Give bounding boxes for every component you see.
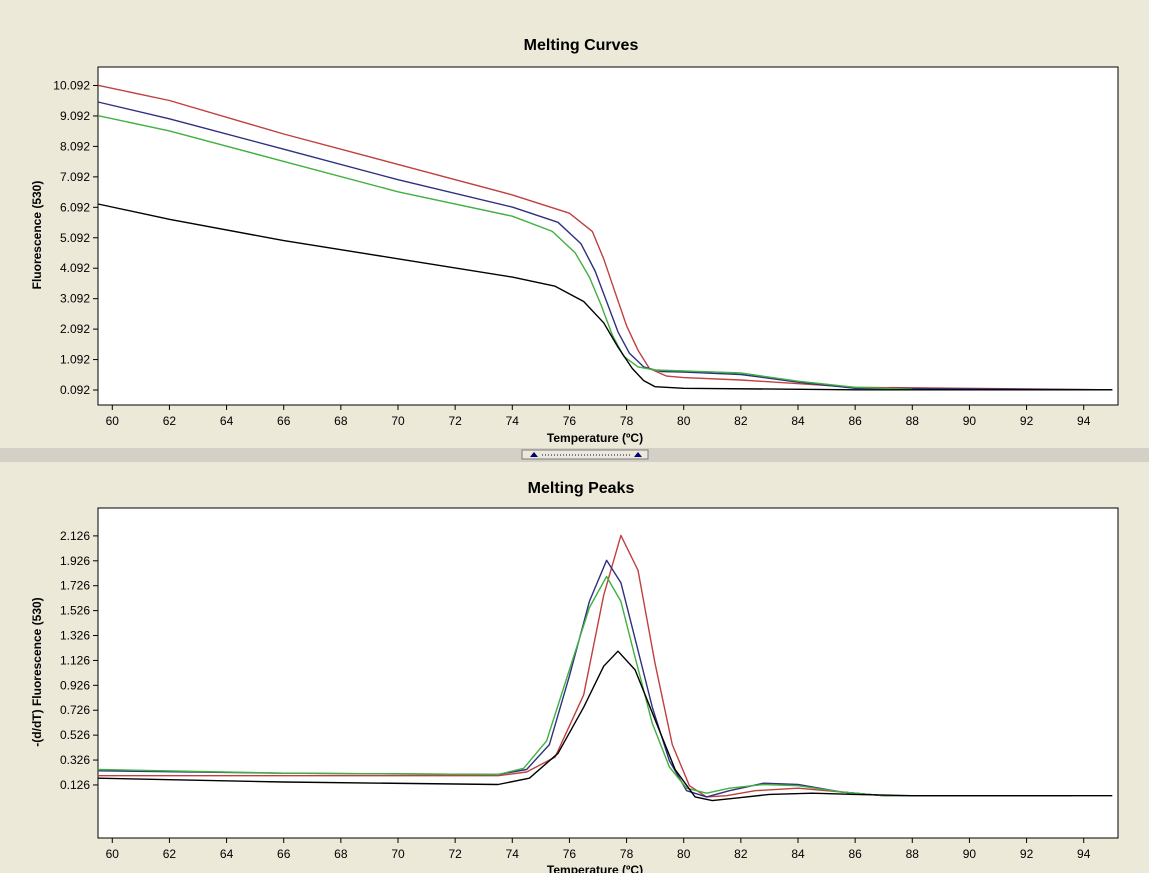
x-tick-label: 64 [220, 847, 234, 861]
series-layer [97, 84, 1113, 391]
plot-area [97, 507, 1119, 839]
melting-peaks-chart: Melting Peaks 60 62 64 66 68 70 72 74 76 78 80 82 84… [30, 480, 1119, 873]
x-tick-label: 68 [334, 847, 348, 861]
plot-area [97, 66, 1119, 406]
y-tick-label: 1.526 [60, 604, 90, 618]
x-tick-label: 68 [334, 414, 348, 428]
x-tick-label: 60 [106, 414, 120, 428]
y-tick-label: 10.092 [53, 79, 90, 93]
y-tick-label: 7.092 [60, 170, 90, 184]
x-tick-label: 76 [563, 847, 577, 861]
x-tick-label: 84 [791, 414, 805, 428]
series-line [98, 534, 1073, 798]
y-tick-label: 6.092 [60, 200, 90, 214]
arrow-up-icon [634, 452, 642, 457]
x-axis-ticks: 60 62 64 66 68 70 72 74 76 78 80 82 84 86 88 90 92 94 [106, 405, 1091, 428]
x-axis-label: Temperature (ºC) [547, 863, 643, 873]
series-line [97, 203, 1113, 391]
x-tick-label: 80 [677, 847, 691, 861]
y-tick-label: 0.726 [60, 703, 90, 717]
x-tick-label: 74 [506, 847, 520, 861]
y-tick-label: 1.092 [60, 353, 90, 367]
splitter-handle[interactable] [521, 449, 649, 460]
y-axis-ticks: 0.092 1.092 2.092 3.092 4.092 5.092 6.092 7.092… [53, 79, 98, 397]
y-tick-label: 1.326 [60, 629, 90, 643]
x-tick-label: 94 [1077, 847, 1091, 861]
chart-title: Melting Curves [524, 37, 639, 54]
x-axis-label: Temperature (ºC) [547, 431, 643, 445]
series-line [97, 101, 1113, 391]
arrow-up-icon [530, 452, 538, 457]
x-tick-label: 66 [277, 847, 291, 861]
y-tick-label: 0.126 [60, 778, 90, 792]
series-line [97, 115, 913, 390]
series-line [97, 559, 1073, 798]
y-tick-label: 4.092 [60, 261, 90, 275]
x-tick-label: 62 [163, 847, 177, 861]
x-tick-label: 86 [848, 414, 862, 428]
y-tick-label: 1.726 [60, 579, 90, 593]
y-axis-ticks: 0.126 0.326 0.526 0.726 0.926 1.126 1.326 1.526… [60, 529, 98, 792]
x-tick-label: 84 [791, 847, 805, 861]
x-axis-ticks: 60 62 64 66 68 70 72 74 76 78 80 82 84 86 88 90 92 94 [106, 838, 1091, 861]
x-tick-label: 60 [106, 847, 120, 861]
x-tick-label: 90 [963, 414, 977, 428]
x-tick-label: 90 [963, 847, 977, 861]
chart-title: Melting Peaks [528, 480, 635, 497]
y-axis-label: -(d/dT) Fluorescence (530) [30, 597, 44, 746]
y-axis-label: Fluorescence (530) [30, 181, 44, 290]
y-tick-label: 0.326 [60, 753, 90, 767]
x-tick-label: 80 [677, 414, 691, 428]
x-tick-label: 78 [620, 847, 634, 861]
melting-curves-chart: Melting Curves 60 62 64 66 68 70 72 74 76 78 80 82 8… [30, 37, 1119, 445]
y-tick-label: 0.526 [60, 728, 90, 742]
y-tick-label: 0.092 [60, 383, 90, 397]
x-tick-label: 92 [1020, 847, 1034, 861]
x-tick-label: 76 [563, 414, 577, 428]
y-tick-label: 0.926 [60, 678, 90, 692]
x-tick-label: 70 [391, 847, 405, 861]
x-tick-label: 86 [848, 847, 862, 861]
x-tick-label: 82 [734, 847, 748, 861]
y-tick-label: 2.092 [60, 322, 90, 336]
x-tick-label: 78 [620, 414, 634, 428]
x-tick-label: 82 [734, 414, 748, 428]
x-tick-label: 70 [391, 414, 405, 428]
series-line [97, 84, 1113, 391]
x-tick-label: 62 [163, 414, 177, 428]
x-tick-label: 92 [1020, 414, 1034, 428]
y-tick-label: 3.092 [60, 292, 90, 306]
y-tick-label: 5.092 [60, 231, 90, 245]
series-layer [97, 534, 1113, 802]
x-tick-label: 72 [448, 847, 462, 861]
y-tick-label: 8.092 [60, 139, 90, 153]
y-tick-label: 1.926 [60, 554, 90, 568]
y-tick-label: 9.092 [60, 109, 90, 123]
x-tick-label: 64 [220, 414, 234, 428]
x-tick-label: 72 [448, 414, 462, 428]
y-tick-label: 2.126 [60, 529, 90, 543]
x-tick-label: 66 [277, 414, 291, 428]
x-tick-label: 88 [906, 847, 920, 861]
x-tick-label: 88 [906, 414, 920, 428]
series-line [97, 650, 1113, 802]
x-tick-label: 94 [1077, 414, 1091, 428]
x-tick-label: 74 [506, 414, 520, 428]
y-tick-label: 1.126 [60, 653, 90, 667]
